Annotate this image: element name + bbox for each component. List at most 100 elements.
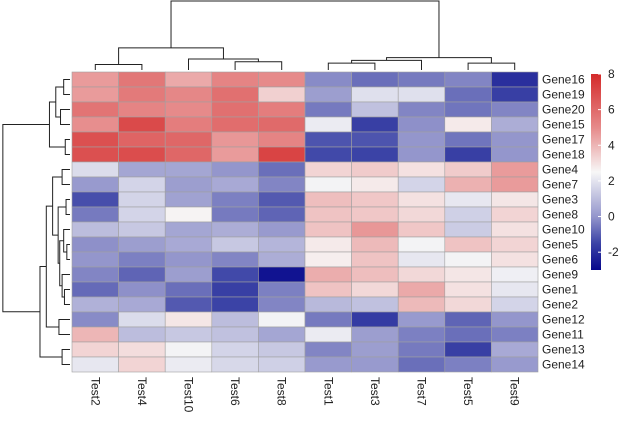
- heatmap-cell: [397, 356, 446, 373]
- heatmap-cell: [444, 221, 492, 238]
- heatmap-cell: [211, 101, 259, 118]
- legend-tick-label: 6: [608, 103, 615, 117]
- heatmap-cell: [258, 266, 306, 283]
- legend-tick-label: -2: [608, 245, 619, 259]
- legend-tick-label: 4: [608, 138, 615, 152]
- heatmap-cell: [304, 131, 352, 148]
- color-legend: 8 6 4 2 0 -2: [591, 67, 619, 270]
- legend-tick-label: 2: [608, 174, 615, 188]
- row-label: Gene7: [542, 178, 578, 192]
- heatmap-cell: [258, 161, 306, 178]
- heatmap-cell: [258, 221, 306, 238]
- heatmap-cell: [351, 341, 399, 358]
- heatmap-cell: [397, 101, 446, 118]
- heatmap-cell: [211, 281, 259, 298]
- dendrogram-branch: [170, 0, 440, 58]
- heatmap-cell: [444, 251, 492, 268]
- legend-ticks: 8 6 4 2 0 -2: [598, 67, 619, 259]
- heatmap-cell: [164, 236, 213, 253]
- heatmap-cell: [118, 86, 166, 103]
- heatmap-cell: [397, 281, 446, 298]
- heatmap-cell: [118, 221, 166, 238]
- heatmap-cell: [397, 146, 446, 163]
- heatmap-cell: [304, 191, 352, 208]
- column-dendrogram: [94, 0, 516, 70]
- heatmap-cell: [258, 71, 306, 88]
- heatmap-cell: [304, 116, 352, 133]
- heatmap-cell: [71, 71, 119, 88]
- heatmap-cell: [351, 161, 399, 178]
- heatmap-cell: [118, 206, 166, 223]
- heatmap-cell: [211, 311, 259, 328]
- heatmap-cell: [397, 206, 446, 223]
- heatmap-cell: [397, 251, 446, 268]
- heatmap-cell: [397, 116, 446, 133]
- heatmap-cell: [258, 236, 306, 253]
- heatmap-cell: [491, 176, 539, 193]
- heatmap-cell: [211, 236, 259, 253]
- heatmap-cell: [164, 206, 213, 223]
- row-label: Gene8: [542, 208, 578, 222]
- heatmap-cell: [491, 281, 539, 298]
- heatmap-cell: [118, 341, 166, 358]
- heatmap-cell: [491, 251, 539, 268]
- heatmap-cell: [491, 116, 539, 133]
- dendrogram-branch: [64, 139, 70, 155]
- heatmap-cell: [351, 86, 399, 103]
- heatmap-cell: [211, 266, 259, 283]
- dendrogram-branch: [2, 124, 50, 313]
- heatmap-cell: [258, 326, 306, 343]
- dendrogram-branch: [94, 63, 143, 70]
- row-label: Gene4: [542, 163, 578, 177]
- heatmap-cell: [118, 236, 166, 253]
- row-label: Gene3: [542, 193, 578, 207]
- row-label: Gene13: [542, 343, 585, 357]
- heatmap-cell: [351, 281, 399, 298]
- heatmap-cell: [211, 221, 259, 238]
- heatmap-cell: [351, 311, 399, 328]
- column-label: Test6: [228, 377, 242, 406]
- heatmap-cell: [351, 296, 399, 313]
- heatmap-cell: [491, 311, 539, 328]
- heatmap-cell: [304, 341, 352, 358]
- heatmap-cell: [397, 296, 446, 313]
- heatmap-cell: [491, 101, 539, 118]
- column-label: Test1: [321, 377, 335, 406]
- heatmap-cell: [444, 341, 492, 358]
- heatmap-cell: [118, 116, 166, 133]
- dendrogram-branch: [467, 62, 516, 70]
- heatmap-cell: [491, 356, 539, 373]
- heatmap-cell: [164, 176, 213, 193]
- heatmap-cell: [397, 191, 446, 208]
- heatmap-cell: [211, 356, 259, 373]
- heatmap-cell: [71, 251, 119, 268]
- row-label: Gene18: [542, 148, 585, 162]
- heatmap-cell: [491, 221, 539, 238]
- heatmap-cell: [118, 176, 166, 193]
- heatmap-cell: [118, 146, 166, 163]
- column-label: Test7: [415, 377, 429, 406]
- row-label: Gene5: [542, 238, 578, 252]
- heatmap-cell: [211, 176, 259, 193]
- heatmap-cell: [71, 116, 119, 133]
- heatmap-cell: [211, 206, 259, 223]
- heatmap-cell: [71, 236, 119, 253]
- heatmap-cell: [118, 71, 166, 88]
- heatmap-cell: [258, 146, 306, 163]
- column-label: Test8: [275, 377, 289, 406]
- heatmap-cell: [491, 236, 539, 253]
- heatmap-cell: [491, 296, 539, 313]
- heatmap-cell: [491, 266, 539, 283]
- column-label: Test5: [461, 377, 475, 406]
- heatmap-cell: [71, 356, 119, 373]
- heatmap-cell: [211, 131, 259, 148]
- heatmap-cell: [304, 236, 352, 253]
- heatmap-cell: [118, 251, 166, 268]
- heatmap-cell: [351, 146, 399, 163]
- heatmap-cell: [444, 236, 492, 253]
- heatmap-cell: [211, 341, 259, 358]
- dendrogram-branch: [60, 109, 70, 125]
- heatmap-cell: [444, 266, 492, 283]
- legend-tick-label: 8: [608, 67, 615, 81]
- heatmap-cell: [351, 101, 399, 118]
